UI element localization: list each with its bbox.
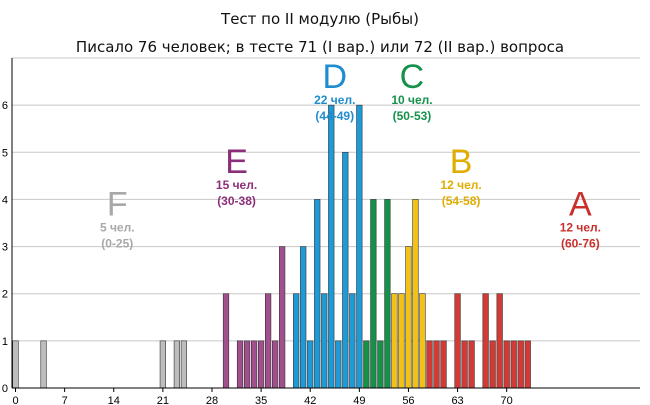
histogram-bar [321, 293, 328, 389]
histogram-bar [482, 293, 489, 389]
histogram-bar [524, 340, 531, 389]
group-labels: F5 чел. (0-25) E15 чел. (30-38) D22 чел. (44-… [100, 58, 601, 250]
histogram-bar [293, 293, 300, 389]
histogram-bar [307, 340, 314, 389]
histogram-bar [384, 199, 391, 389]
histogram-bar [272, 340, 279, 389]
histogram-bar [236, 340, 244, 389]
histogram-bar [405, 246, 412, 389]
x-tick-label: 28 [206, 395, 218, 405]
y-tick-label: 4 [2, 194, 8, 206]
y-tick-label: 2 [2, 289, 8, 301]
x-tick-label: 70 [501, 395, 513, 405]
x-tick-label: 42 [304, 395, 316, 405]
grade-letter: C [400, 58, 425, 96]
histogram-bar [342, 151, 349, 389]
gridlines [12, 57, 640, 342]
grade-count: 22 чел. [314, 93, 355, 107]
y-tick-label: 6 [2, 100, 8, 112]
histogram-bar [12, 340, 19, 389]
histogram-bar [356, 104, 363, 389]
grade-letter: F [107, 185, 128, 223]
y-tick-label: 0 [2, 383, 8, 395]
x-tick-label: 0 [12, 395, 18, 405]
grade-letter: A [569, 185, 592, 223]
grade-count: 12 чел. [560, 220, 601, 234]
histogram-bar [426, 340, 433, 389]
grade-count: 15 чел. [216, 178, 257, 192]
histogram-bar [257, 340, 265, 389]
histogram-bar [496, 293, 503, 389]
histogram-bar [180, 340, 188, 389]
grade-range: (54-58) [442, 194, 481, 208]
histogram-bar [510, 340, 517, 389]
histogram-bar [433, 340, 440, 389]
grade-count: 5 чел. [100, 220, 135, 234]
grade-range: (44-49) [315, 109, 354, 123]
x-tick-label: 7 [62, 395, 68, 405]
x-tick-label: 21 [157, 395, 169, 405]
histogram-bar [391, 293, 398, 389]
grade-count: 12 чел. [440, 178, 481, 192]
histogram-bar [377, 340, 384, 389]
histogram-bar [328, 104, 335, 389]
grade-count: 10 чел. [391, 93, 432, 107]
histogram-bar [517, 340, 524, 389]
histogram-bar [40, 340, 47, 389]
histogram-bar [222, 293, 230, 389]
grade-letter: D [322, 58, 347, 96]
x-tick-label: 14 [108, 395, 120, 405]
grade-range: (30-38) [217, 194, 256, 208]
histogram-bar [349, 293, 356, 389]
histogram-bar [279, 246, 286, 389]
bars [12, 104, 531, 389]
histogram-bar [159, 340, 166, 389]
histogram-bar [300, 246, 307, 389]
y-tick-label: 5 [2, 147, 8, 159]
histogram-bar [363, 340, 370, 389]
histogram-bar [370, 199, 377, 389]
histogram-bar [335, 340, 342, 389]
histogram-bar [489, 340, 496, 389]
grade-range: (50-53) [393, 109, 432, 123]
grade-range: (0-25) [101, 236, 133, 250]
histogram-bar [243, 340, 251, 389]
chart-subtitle: Писало 76 человек; в тесте 71 (I вар.) и… [76, 38, 564, 56]
chart-title: Тест по II модулю (Рыбы) [220, 10, 419, 28]
histogram-bar [314, 199, 321, 389]
histogram-bar [265, 293, 272, 389]
histogram-bar [398, 293, 405, 389]
x-tick-label: 56 [402, 395, 414, 405]
grade-letter: E [225, 143, 248, 181]
histogram-bar [419, 293, 426, 389]
histogram-bar [250, 340, 258, 389]
histogram-bar [503, 340, 510, 389]
x-tick-label: 35 [255, 395, 267, 405]
histogram-bar [454, 293, 461, 389]
histogram-bar [440, 340, 447, 389]
x-tick-label: 63 [451, 395, 463, 405]
histogram-bar [412, 199, 419, 389]
grade-range: (60-76) [561, 236, 600, 250]
y-tick-label: 1 [2, 336, 8, 348]
x-tick-label: 49 [353, 395, 365, 405]
histogram-bar [468, 340, 475, 389]
grade-letter: B [450, 143, 473, 181]
y-tick-label: 3 [2, 242, 8, 254]
histogram-bar [173, 340, 181, 389]
histogram-bar [461, 340, 468, 389]
